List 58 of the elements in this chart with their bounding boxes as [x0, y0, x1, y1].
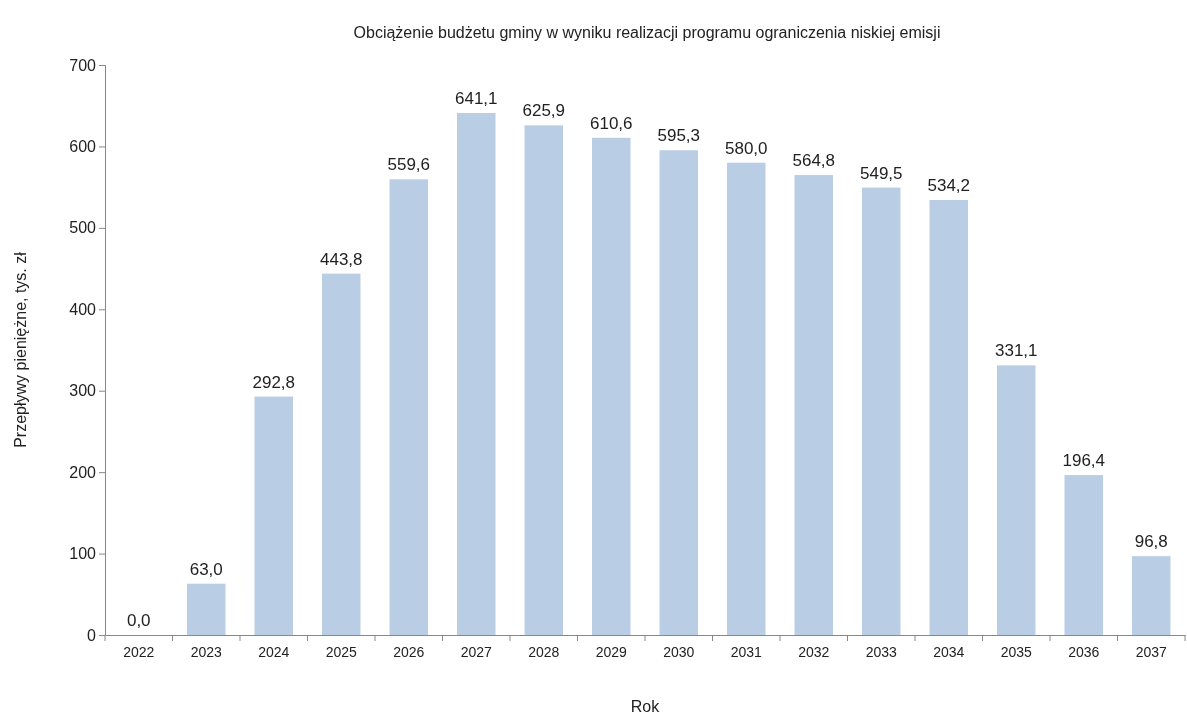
data-label: 96,8	[1134, 532, 1168, 552]
y-tick-label: 300	[69, 382, 97, 400]
bar	[1064, 475, 1103, 635]
x-tick-label: 2033	[865, 643, 898, 660]
bar	[187, 583, 226, 635]
bar	[727, 162, 766, 635]
data-label: 443,8	[319, 249, 363, 269]
y-tick-label: 400	[69, 300, 97, 318]
x-tick-label: 2031	[730, 643, 763, 660]
data-label: 0,0	[126, 611, 151, 630]
y-tick-label: 700	[69, 56, 97, 74]
x-tick-label: 2022	[123, 643, 155, 660]
y-tick-label: 500	[69, 219, 97, 237]
bar	[592, 137, 631, 635]
y-tick-label: 100	[69, 545, 97, 563]
bar	[524, 125, 563, 635]
bar	[457, 112, 496, 635]
data-label: 595,3	[657, 126, 701, 146]
data-label: 549,5	[859, 163, 903, 183]
x-tick-label: 2027	[460, 643, 493, 660]
bar	[254, 396, 293, 635]
x-axis-title: Rok	[630, 698, 661, 715]
data-label: 292,8	[252, 372, 296, 392]
data-label: 641,1	[454, 88, 498, 108]
x-tick-label: 2030	[663, 643, 695, 660]
x-tick-label: 2026	[393, 643, 425, 660]
bar	[1132, 556, 1171, 635]
x-tick-label: 2036	[1068, 643, 1100, 660]
y-axis-title: Przepływy pieniężne, tys. zł	[12, 251, 29, 448]
data-label: 63,0	[189, 559, 223, 579]
y-tick-label: 600	[69, 138, 97, 156]
x-tick-label: 2028	[528, 643, 560, 660]
data-label: 196,4	[1062, 451, 1106, 471]
bar	[997, 365, 1036, 635]
x-tick-label: 2029	[595, 643, 628, 660]
data-label: 559,6	[387, 155, 431, 175]
bar	[322, 273, 361, 635]
x-tick-label: 2025	[325, 643, 358, 660]
chart-title: Obciążenie budżetu gminy w wyniku realizacji programu ograniczenia niskiej emisji	[353, 24, 941, 41]
x-tick-label: 2037	[1135, 643, 1168, 660]
y-tick-label: 200	[69, 463, 97, 481]
data-label: 564,8	[792, 151, 836, 171]
data-label: 534,2	[927, 176, 971, 196]
bar	[389, 179, 428, 635]
data-label: 610,6	[589, 113, 633, 133]
y-tick-label: 0	[87, 626, 97, 644]
x-tick-label: 2034	[933, 643, 965, 660]
bar	[929, 200, 968, 635]
x-tick-label: 2023	[190, 643, 223, 660]
bar	[862, 187, 901, 635]
bar	[659, 150, 698, 635]
bar	[794, 175, 833, 635]
x-tick-label: 2035	[1000, 643, 1033, 660]
data-label: 625,9	[522, 101, 566, 121]
data-label: 331,1	[994, 341, 1038, 361]
data-label: 580,0	[724, 138, 768, 158]
x-tick-label: 2024	[258, 643, 290, 660]
x-tick-label: 2032	[798, 643, 830, 660]
